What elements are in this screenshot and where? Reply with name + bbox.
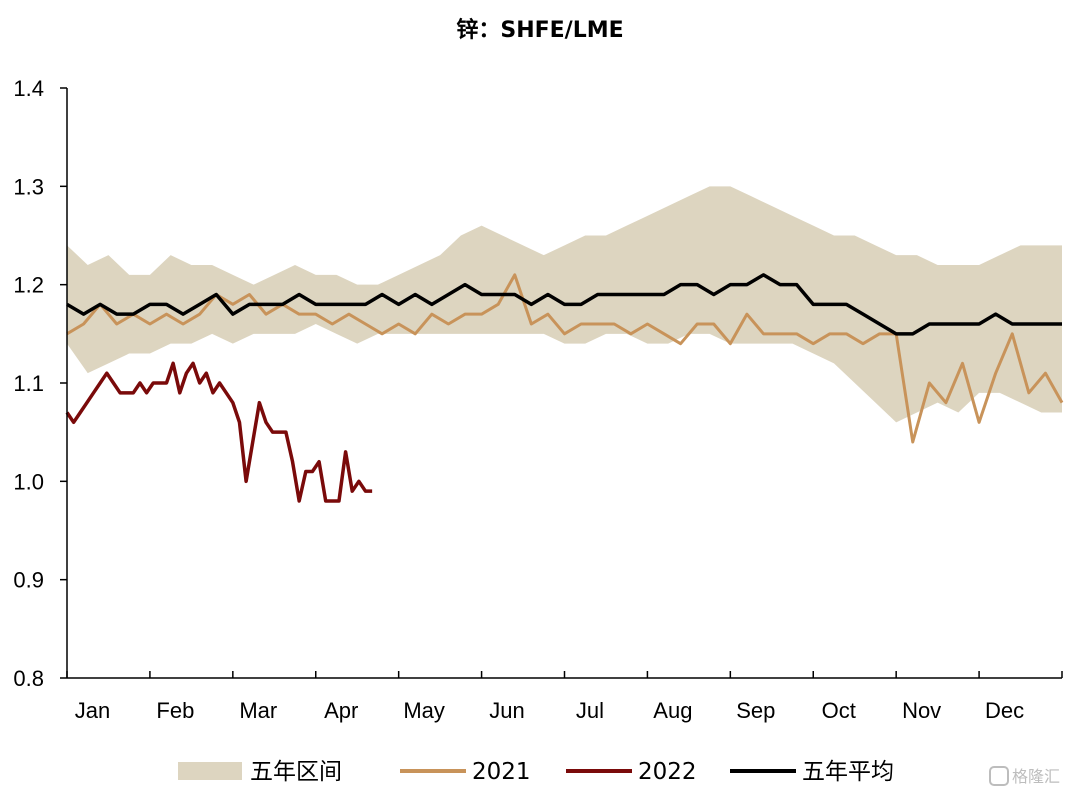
legend: 五年区间 2021 2022 五年平均 [178,759,894,785]
legend-label-avg: 五年平均 [802,759,894,785]
y-tick-label: 0.9 [13,568,44,593]
legend-label-range: 五年区间 [250,759,342,785]
x-tick-label: Dec [985,698,1024,723]
x-tick-label: Nov [902,698,941,723]
x-tick-label: Jun [489,698,524,723]
series-line-2 [65,361,373,503]
x-tick-label: Mar [239,698,277,723]
x-tick-label: Sep [736,698,775,723]
y-tick-label: 1.4 [13,76,44,101]
watermark-logo-icon [989,766,1009,786]
watermark: 格隆汇 [989,766,1060,786]
x-tick-label: Aug [653,698,692,723]
x-tick-label: Jan [75,698,110,723]
watermark-text: 格隆汇 [1012,767,1060,786]
x-tick-label: May [403,698,445,723]
legend-label-2021: 2021 [472,759,531,785]
legend-swatch-range [178,762,242,780]
chart-title: 锌：SHFE/LME [456,18,623,43]
axes: 1.4 1.3 1.2 1.1 1.0 0.9 0.8 Jan Feb Mar Apr May Jun J… [13,76,1063,723]
y-tick-label: 0.8 [13,666,44,691]
x-tick-label: Jul [576,698,604,723]
y-tick-label: 1.2 [13,273,44,298]
y-tick-label: 1.0 [13,469,44,494]
legend-label-2022: 2022 [638,759,697,785]
y-tick-label: 1.3 [13,174,44,199]
x-tick-label: Apr [324,698,358,723]
x-tick-label: Feb [156,698,194,723]
plot-area [65,186,1064,503]
y-tick-label: 1.1 [13,371,44,396]
series-line-3 [66,273,1062,336]
x-tick-label: Oct [822,698,856,723]
